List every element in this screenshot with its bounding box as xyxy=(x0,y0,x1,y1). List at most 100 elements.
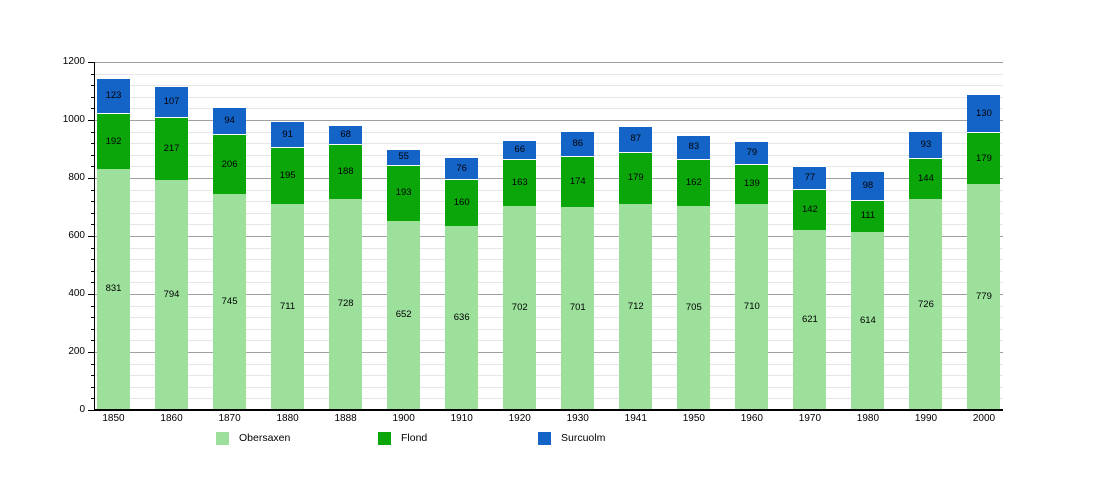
bar-value-label: 701 xyxy=(569,302,586,314)
minor-gridline xyxy=(95,201,1003,203)
y-minor-tick xyxy=(91,212,95,214)
legend-label-surcuolm: Surcuolm xyxy=(561,432,606,444)
y-minor-tick xyxy=(91,375,95,377)
bar-value-label: 779 xyxy=(976,291,992,303)
legend-label-obersaxen: Obersaxen xyxy=(239,432,291,444)
x-axis-tick-label: 1910 xyxy=(450,413,473,424)
y-minor-tick xyxy=(91,340,95,342)
bar-value-label: 142 xyxy=(801,203,818,215)
y-axis-tick-label: 400 xyxy=(68,288,85,299)
minor-gridline xyxy=(95,131,1003,133)
bar-segment-flond-1910: 160 xyxy=(445,179,479,226)
minor-gridline xyxy=(95,282,1003,284)
y-axis-tick-label: 1000 xyxy=(62,114,85,125)
bar-segment-flond-1860: 217 xyxy=(155,116,189,180)
bar-segment-obersaxen-1960: 710 xyxy=(735,204,769,410)
bar-segment-obersaxen-1920: 702 xyxy=(503,206,537,410)
bar-value-label: 193 xyxy=(395,187,412,199)
y-minor-tick xyxy=(91,166,95,168)
y-minor-tick xyxy=(91,108,95,110)
bar-value-label: 86 xyxy=(572,138,584,150)
y-minor-tick xyxy=(91,85,95,87)
y-minor-tick xyxy=(91,259,95,261)
minor-gridline xyxy=(95,154,1003,156)
bar-value-label: 188 xyxy=(337,166,354,178)
bar-value-label: 139 xyxy=(743,178,760,190)
bar-segment-flond-1960: 139 xyxy=(735,163,769,205)
bar-value-label: 794 xyxy=(163,288,180,300)
y-minor-tick xyxy=(91,328,95,330)
bar-segment-flond-1920: 163 xyxy=(503,159,537,207)
bar-segment-surcuolm-1900: 55 xyxy=(387,149,421,165)
x-axis-tick-label: 1888 xyxy=(334,413,357,424)
x-axis-tick-label: 1860 xyxy=(160,413,183,424)
y-minor-tick xyxy=(91,386,95,388)
legend-swatch-surcuolm xyxy=(538,432,551,445)
bar-value-label: 163 xyxy=(511,177,528,189)
bar-segment-surcuolm-1888: 68 xyxy=(329,124,363,145)
bar-segment-surcuolm-1860: 107 xyxy=(155,85,189,117)
bar-segment-flond-1941: 179 xyxy=(619,151,653,204)
bar-segment-surcuolm-1920: 66 xyxy=(503,140,537,160)
bar-segment-obersaxen-1990: 726 xyxy=(909,199,943,410)
bar-segment-obersaxen-1950: 705 xyxy=(677,205,711,410)
bar-value-label: 162 xyxy=(685,176,702,188)
y-major-tick xyxy=(88,178,95,179)
x-axis-tick-label: 1880 xyxy=(276,413,299,424)
bar-segment-surcuolm-1850: 123 xyxy=(97,77,130,114)
x-axis-tick-label: 2000 xyxy=(972,413,996,424)
minor-gridline xyxy=(95,328,1003,330)
y-minor-tick xyxy=(91,305,95,307)
bar-segment-surcuolm-1960: 79 xyxy=(735,140,769,164)
y-axis-tick-label: 800 xyxy=(68,172,85,183)
bar-segment-flond-1888: 188 xyxy=(329,144,363,199)
major-gridline xyxy=(95,352,1003,353)
y-axis-tick-label: 600 xyxy=(68,230,85,241)
bar-value-label: 702 xyxy=(511,302,528,314)
minor-gridline xyxy=(95,212,1003,214)
bar-value-label: 98 xyxy=(862,180,874,192)
bar-segment-flond-1990: 144 xyxy=(909,157,943,200)
bar-segment-surcuolm-1990: 93 xyxy=(909,130,943,158)
bar-value-label: 621 xyxy=(801,313,818,325)
minor-gridline xyxy=(95,224,1003,226)
bar-value-label: 636 xyxy=(453,311,470,323)
y-axis-line xyxy=(94,62,95,411)
bar-segment-surcuolm-1870: 94 xyxy=(213,106,247,135)
bar-segment-obersaxen-1860: 794 xyxy=(155,179,189,410)
y-major-tick xyxy=(88,410,95,411)
bar-segment-obersaxen-1850: 831 xyxy=(97,169,130,410)
legend-item-flond: Flond xyxy=(378,432,427,445)
bar-value-label: 87 xyxy=(630,133,642,145)
x-axis-tick-label: 1970 xyxy=(798,413,822,424)
bar-segment-obersaxen-1900: 652 xyxy=(387,220,421,410)
bar-segment-obersaxen-1888: 728 xyxy=(329,198,363,410)
bar-value-label: 160 xyxy=(453,196,470,208)
y-major-tick xyxy=(88,352,95,353)
bar-segment-flond-2000: 179 xyxy=(967,132,1001,185)
x-axis-tick-label: 1990 xyxy=(914,413,938,424)
bar-segment-obersaxen-1941: 712 xyxy=(619,203,653,410)
bar-segment-flond-1850: 192 xyxy=(97,113,130,169)
y-major-tick xyxy=(88,236,95,237)
legend-item-surcuolm: Surcuolm xyxy=(538,432,605,445)
legend-swatch-obersaxen xyxy=(216,432,229,445)
bar-segment-flond-1870: 206 xyxy=(213,134,247,194)
minor-gridline xyxy=(95,270,1003,272)
bar-value-label: 123 xyxy=(105,89,122,101)
bar-value-label: 107 xyxy=(163,95,180,107)
bar-segment-obersaxen-1910: 636 xyxy=(445,225,479,410)
bar-value-label: 111 xyxy=(860,210,876,222)
bar-value-label: 174 xyxy=(569,175,586,187)
minor-gridline xyxy=(95,386,1003,388)
minor-gridline xyxy=(95,398,1003,400)
minor-gridline xyxy=(95,317,1003,319)
major-gridline xyxy=(95,294,1003,295)
x-axis-tick-label: 1941 xyxy=(624,413,647,424)
x-axis-tick-label: 1960 xyxy=(740,413,763,424)
bar-value-label: 614 xyxy=(859,314,876,326)
bar-value-label: 130 xyxy=(976,107,992,119)
legend-label-flond: Flond xyxy=(401,432,428,444)
legend-item-obersaxen: Obersaxen xyxy=(216,432,290,445)
